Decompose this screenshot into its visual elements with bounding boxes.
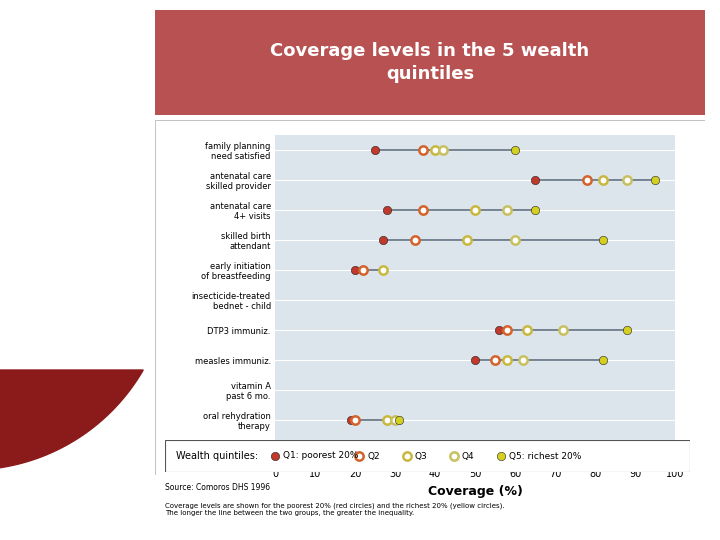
- X-axis label: Coverage (%): Coverage (%): [428, 485, 523, 498]
- Text: Coverage levels are shown for the poorest 20% (red circles) and the richest 20% : Coverage levels are shown for the poores…: [165, 502, 505, 516]
- FancyBboxPatch shape: [155, 120, 705, 475]
- Text: Wealth quintiles:: Wealth quintiles:: [176, 451, 258, 461]
- FancyBboxPatch shape: [165, 440, 690, 472]
- Text: Q3: Q3: [415, 451, 427, 461]
- Polygon shape: [0, 370, 143, 470]
- Text: Q2: Q2: [367, 451, 379, 461]
- Text: Q1: poorest 20%: Q1: poorest 20%: [283, 451, 359, 461]
- Text: Source: Comoros DHS 1996: Source: Comoros DHS 1996: [165, 483, 270, 492]
- FancyBboxPatch shape: [144, 8, 716, 117]
- Text: Q5: richest 20%: Q5: richest 20%: [509, 451, 581, 461]
- Text: Coverage levels in the 5 wealth
quintiles: Coverage levels in the 5 wealth quintile…: [271, 42, 590, 83]
- Text: Q4: Q4: [462, 451, 474, 461]
